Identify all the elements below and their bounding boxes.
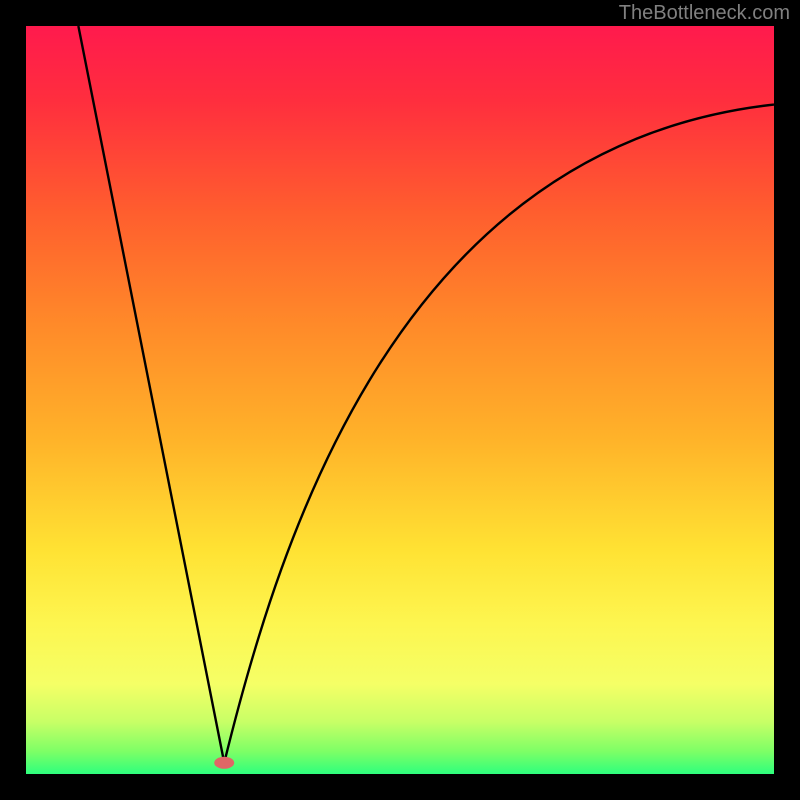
chart-plot-area bbox=[26, 26, 774, 774]
optimal-point-marker bbox=[214, 757, 234, 769]
chart-svg bbox=[26, 26, 774, 774]
watermark-text: TheBottleneck.com bbox=[619, 2, 790, 25]
chart-background bbox=[26, 26, 774, 774]
